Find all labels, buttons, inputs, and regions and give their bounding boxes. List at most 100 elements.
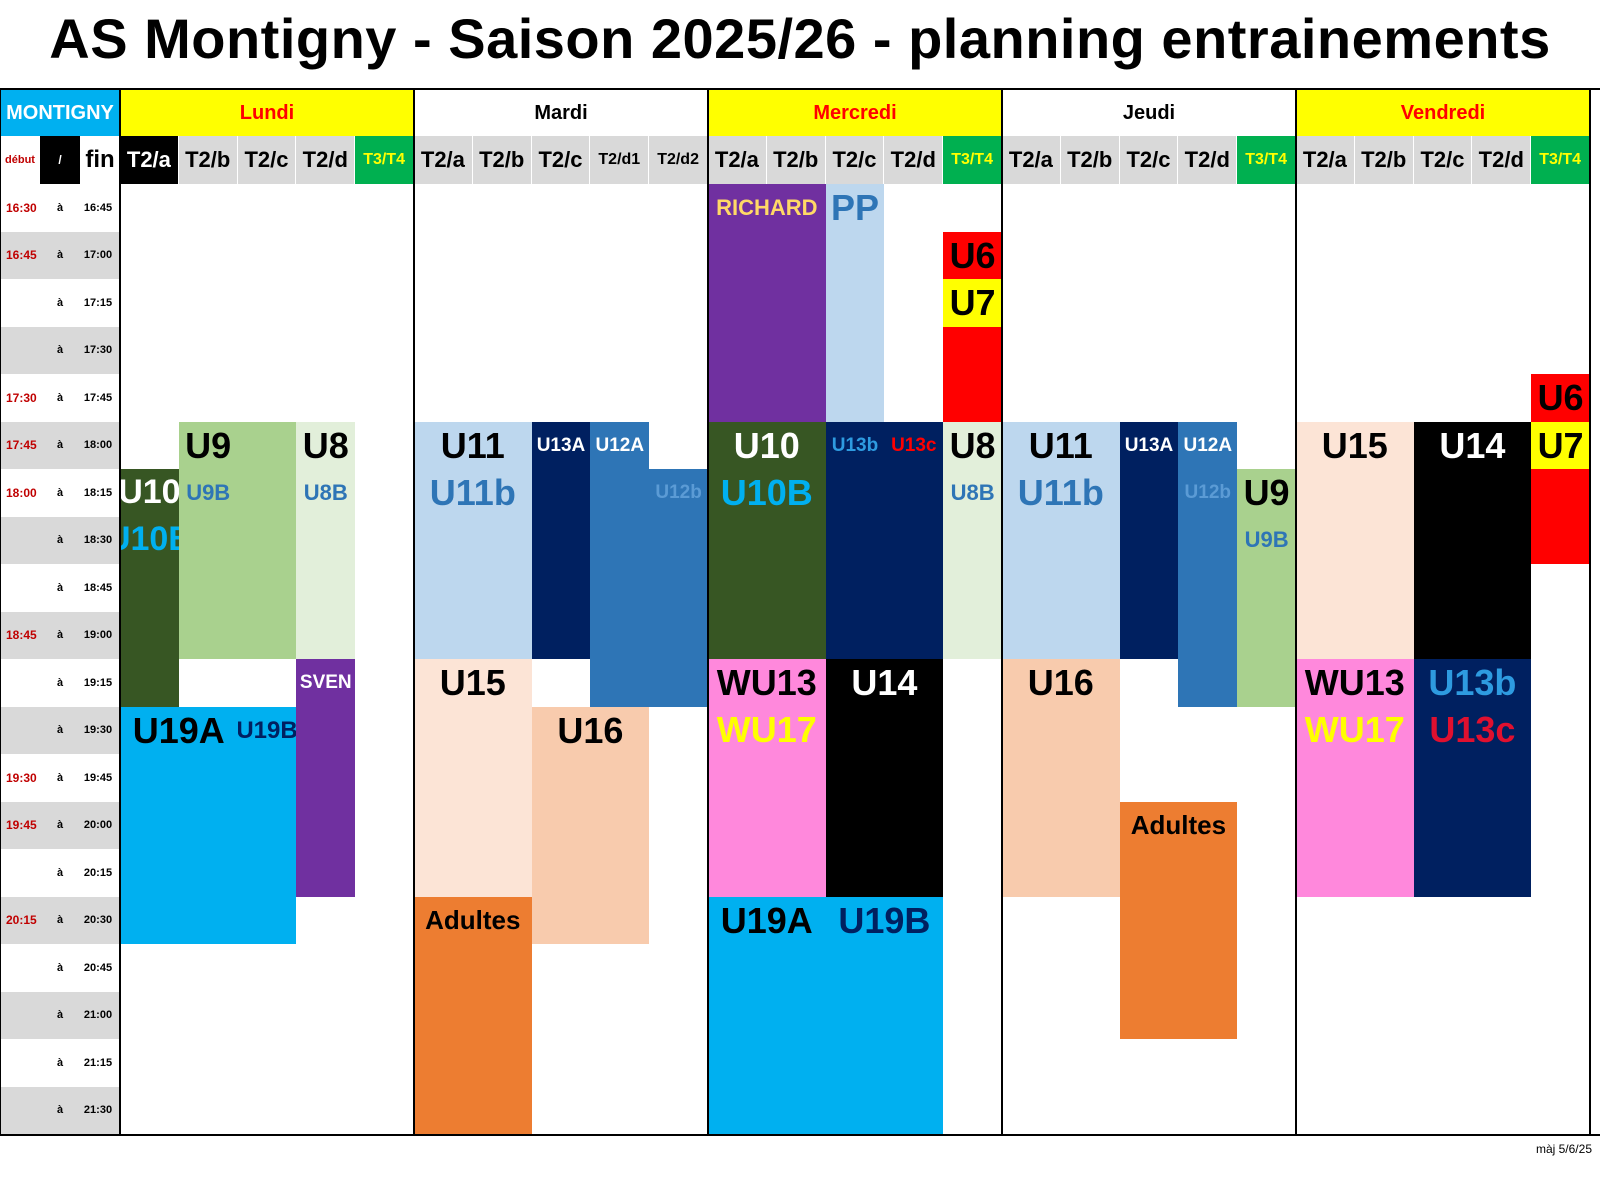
grid-line [1001, 90, 1003, 1134]
session-label: U13b [831, 434, 879, 456]
session-label: U16 [1027, 662, 1094, 703]
time-start [0, 1039, 44, 1087]
time-start: 16:30 [0, 184, 44, 232]
time-start [0, 849, 44, 897]
time-sep: à [44, 1086, 76, 1134]
session-label: U7 [949, 282, 996, 323]
session-label: U11b [429, 471, 516, 513]
time-end: 19:45 [76, 754, 120, 802]
time-end: 21:15 [76, 1039, 120, 1087]
time-start [0, 706, 44, 754]
time-sep: à [44, 944, 76, 992]
time-start [0, 279, 44, 327]
session-label: WU17 [1304, 709, 1405, 750]
time-sep: à [44, 564, 76, 612]
time-start [0, 326, 44, 374]
session-label: U10B [720, 471, 813, 513]
time-header-start: début [0, 136, 40, 184]
session-label: U13c [891, 434, 937, 456]
session-label: U9 [1243, 472, 1290, 513]
time-end: 17:45 [76, 374, 120, 422]
session-label: U8B [303, 479, 348, 505]
session-block: U7 [943, 279, 1002, 327]
sub-field-label: T2/a [120, 136, 178, 184]
time-start: 19:30 [0, 754, 44, 802]
time-sep: à [44, 231, 76, 279]
session-block: U9 U9B [178, 421, 238, 659]
session-block: U11 U11b [414, 421, 532, 659]
time-sep: à [44, 1039, 76, 1087]
time-sep: à [44, 374, 76, 422]
session-label: U13A [536, 434, 586, 456]
update-note: màj 5/6/25 [1535, 1142, 1592, 1156]
session-block: U13b U13c [1413, 659, 1532, 897]
session-label: U12A [595, 434, 645, 456]
sub-field-label: T2/d [296, 136, 355, 184]
session-label: SVEN [299, 672, 352, 693]
session-label: U13c [1429, 709, 1516, 750]
session-label: U19A [720, 899, 813, 941]
time-start: 17:45 [0, 421, 44, 469]
time-end: 16:45 [76, 184, 120, 232]
sub-field-label: T2/a [1002, 136, 1060, 184]
session-block: U19B [825, 896, 944, 1134]
session-label: U11 [1028, 424, 1093, 466]
session-block [943, 326, 1002, 422]
time-sep: à [44, 659, 76, 707]
day-header-mardi: Mardi [414, 90, 708, 136]
sub-field-label: T2/a [1296, 136, 1354, 184]
session-label: PP [830, 187, 879, 228]
sub-field-label: T2/b [472, 136, 531, 184]
session-block: U13A [531, 421, 591, 659]
session-block [237, 421, 297, 659]
session-label: U7 [1537, 424, 1584, 466]
session-block: U13b [825, 421, 885, 659]
session-block: U8 U8B [296, 421, 356, 659]
corner-label: MONTIGNY [0, 90, 120, 136]
page-title: AS Montigny - Saison 2025/26 - planning … [49, 7, 1551, 70]
time-sep: à [44, 611, 76, 659]
sub-field-label: T2/b [1354, 136, 1413, 184]
session-label: U13A [1124, 434, 1174, 456]
session-label: U6 [949, 234, 996, 276]
session-block [1531, 469, 1590, 564]
time-end: 20:00 [76, 801, 120, 849]
sub-field-label: T2/a [414, 136, 472, 184]
time-sep: à [44, 896, 76, 944]
sub-field-label: T2/c [237, 136, 296, 184]
session-label: U6 [1537, 377, 1584, 418]
session-label: U15 [439, 662, 506, 703]
time-sep: à [44, 849, 76, 897]
session-block: U14 [1413, 421, 1532, 659]
session-label: U8B [950, 479, 995, 505]
session-block: RICHARD [708, 184, 826, 422]
session-label: U19A [132, 709, 225, 751]
session-label: U12b [1184, 481, 1232, 503]
sub-field-label: T2/c [1413, 136, 1472, 184]
session-block: U19B [237, 706, 297, 944]
time-end: 19:30 [76, 706, 120, 754]
session-block: U8 U8B [943, 421, 1002, 659]
session-label: U12b [655, 482, 702, 503]
time-header-sep: / [40, 136, 80, 184]
session-label: U13b [1428, 662, 1517, 703]
session-label: RICHARD [716, 195, 818, 220]
time-start [0, 1086, 44, 1134]
session-block: U10 U10B [120, 469, 179, 707]
time-start [0, 564, 44, 612]
grid-line [0, 88, 1600, 90]
session-block: U14 [825, 659, 944, 897]
sub-field-label: T2/b [766, 136, 825, 184]
session-label: U14 [851, 662, 918, 703]
time-start: 19:45 [0, 801, 44, 849]
session-block: U16 [531, 706, 650, 944]
time-end: 17:00 [76, 231, 120, 279]
session-block: U16 [1002, 659, 1120, 897]
time-sep: à [44, 469, 76, 517]
session-block: U12A [590, 421, 650, 707]
day-header-vendredi: Vendredi [1296, 90, 1590, 136]
time-sep: à [44, 801, 76, 849]
session-label: U8 [302, 424, 349, 466]
time-sep: à [44, 991, 76, 1039]
sub-field-label: T2/c [1119, 136, 1178, 184]
